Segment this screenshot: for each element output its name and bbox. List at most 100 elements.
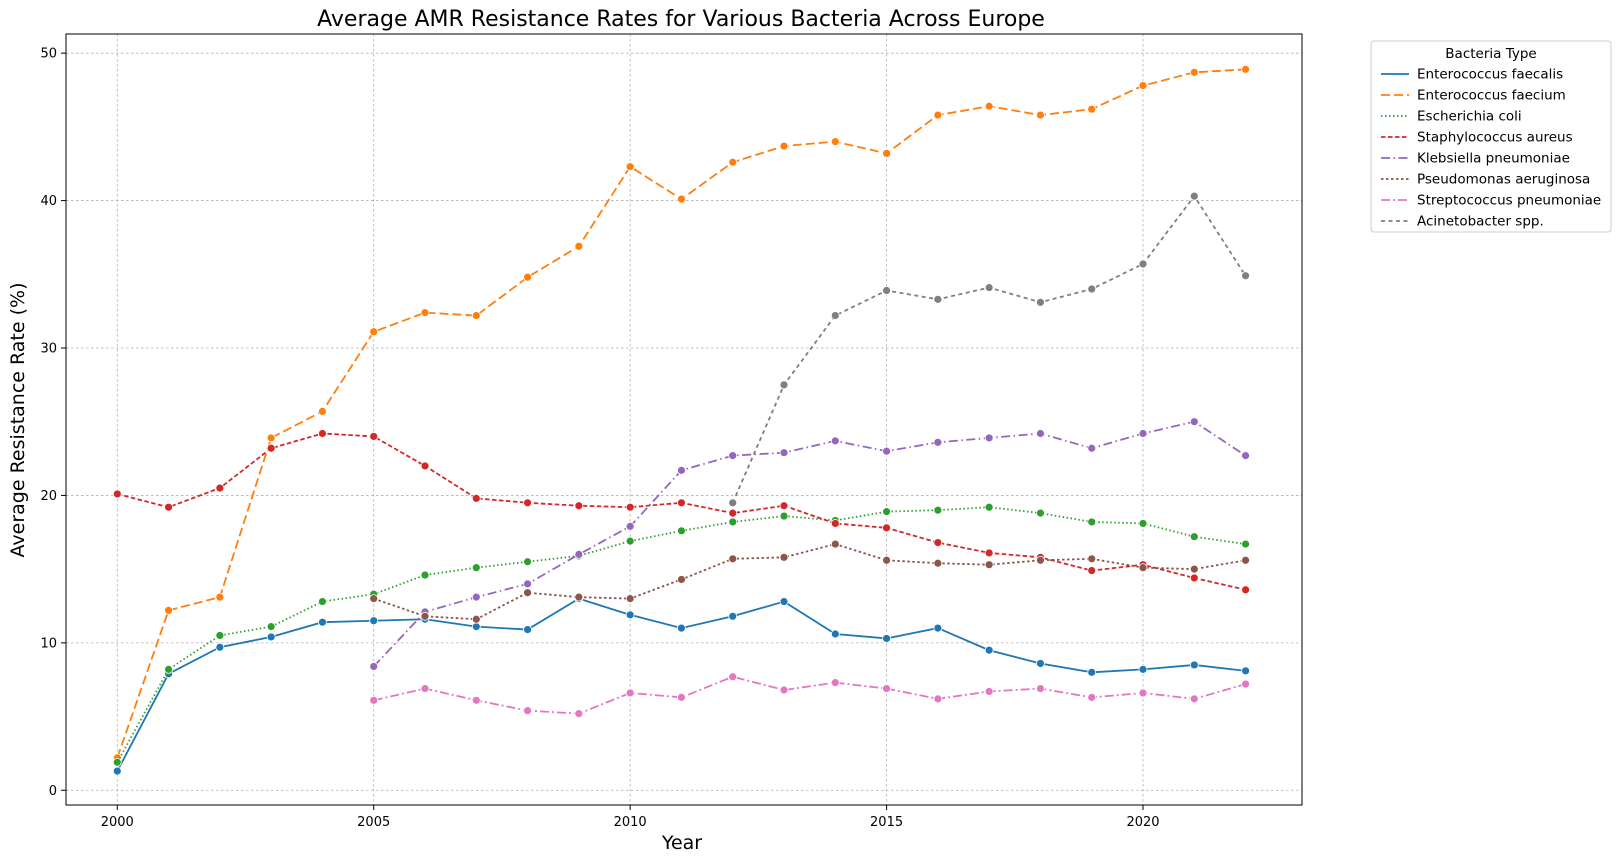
data-point (677, 575, 686, 584)
data-point (933, 110, 943, 120)
data-point (882, 286, 891, 295)
data-point (574, 592, 584, 602)
data-point (266, 632, 276, 642)
data-point (933, 623, 943, 633)
data-point (728, 554, 738, 564)
legend-item: Escherichia coli (1381, 109, 1522, 125)
data-point (574, 549, 584, 559)
data-point (933, 558, 943, 568)
series-6 (369, 672, 1250, 719)
data-point (318, 597, 327, 606)
data-point (1189, 573, 1199, 583)
legend-label: Acinetobacter spp. (1417, 214, 1544, 230)
data-point (164, 664, 173, 674)
data-point (933, 538, 943, 547)
data-point (728, 157, 738, 167)
data-point (1087, 284, 1097, 294)
data-point (728, 517, 738, 527)
data-point (215, 631, 225, 640)
data-point (369, 616, 379, 626)
data-point (471, 622, 481, 632)
data-point (420, 308, 430, 318)
data-point (1189, 417, 1199, 427)
x-tick-label: 2020 (1126, 815, 1159, 830)
data-point (1189, 191, 1199, 201)
data-point (984, 687, 994, 696)
data-point (882, 684, 891, 693)
data-point (318, 617, 327, 627)
data-point (1138, 429, 1148, 438)
data-point (625, 610, 635, 620)
legend-items: Enterococcus faecalis Enterococcus faeciu… (1381, 67, 1601, 230)
chart-title: Average AMR Resistance Rates for Various… (317, 7, 1045, 32)
data-point (1241, 679, 1250, 689)
data-point (1087, 517, 1097, 527)
data-point (882, 634, 891, 643)
x-axis: 2000 2005 2010 2015 2020 (101, 805, 1160, 830)
x-tick-label: 2005 (357, 815, 390, 830)
data-point (164, 606, 173, 615)
legend-label: Enterococcus faecalis (1417, 67, 1563, 83)
data-point (830, 539, 840, 549)
legend-item: Enterococcus faecium (1381, 88, 1566, 104)
series-3 (112, 429, 1250, 595)
data-point (625, 536, 635, 546)
data-point (1241, 451, 1250, 461)
data-point (625, 594, 635, 604)
data-point (369, 695, 379, 705)
data-point (933, 505, 943, 515)
data-point (1138, 259, 1148, 269)
data-point (1189, 694, 1199, 704)
data-point (420, 461, 430, 471)
data-point (882, 446, 891, 456)
legend-item: Pseudomonas aeruginosa (1381, 172, 1590, 188)
data-point (984, 548, 994, 558)
data-point (1087, 566, 1097, 576)
data-point (779, 597, 789, 606)
data-point (112, 757, 122, 767)
data-point (984, 645, 994, 655)
legend-label: Staphylococcus aureus (1417, 130, 1573, 146)
data-point (677, 526, 686, 536)
data-point (369, 327, 379, 337)
data-point (933, 694, 943, 704)
data-point (779, 552, 789, 562)
x-tick-label: 2010 (614, 815, 647, 830)
y-tick-label: 30 (40, 342, 57, 357)
data-point (1036, 684, 1045, 693)
data-point (471, 563, 481, 573)
data-point (215, 592, 225, 602)
series-7 (728, 191, 1250, 508)
data-point (779, 448, 789, 458)
legend-label: Enterococcus faecium (1417, 88, 1566, 104)
data-point (471, 614, 481, 624)
data-point (984, 283, 994, 292)
data-point (728, 498, 738, 508)
data-point (882, 149, 891, 158)
data-point (728, 508, 738, 518)
data-point (1241, 666, 1250, 676)
data-point (1036, 508, 1045, 518)
data-point (1189, 564, 1199, 574)
data-point (266, 622, 276, 632)
data-point (369, 662, 379, 671)
data-point (523, 625, 532, 634)
data-point (677, 498, 686, 508)
legend-title: Bacteria Type (1445, 46, 1536, 62)
legend-item: Staphylococcus aureus (1381, 130, 1573, 146)
data-point (882, 523, 891, 533)
data-point (471, 311, 481, 320)
data-point (523, 272, 532, 282)
data-point (1087, 554, 1097, 564)
legend-item: Acinetobacter spp. (1381, 214, 1544, 230)
data-point (625, 688, 635, 698)
data-point (677, 465, 686, 475)
data-point (1189, 67, 1199, 77)
data-point (1036, 297, 1045, 307)
data-point (1036, 659, 1045, 668)
legend-label: Escherichia coli (1417, 109, 1522, 125)
data-point (1036, 555, 1045, 565)
data-point (1241, 271, 1250, 281)
data-point (728, 611, 738, 621)
x-tick-label: 2000 (101, 815, 134, 830)
